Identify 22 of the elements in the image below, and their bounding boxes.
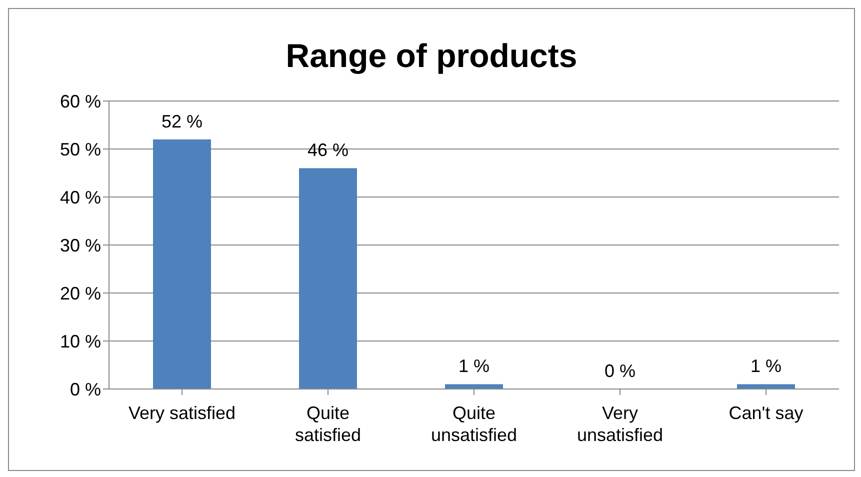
x-tick-label: Quite satisfied: [294, 403, 362, 445]
bar: [445, 384, 503, 389]
bar: [153, 139, 211, 389]
chart-title: Range of products: [284, 37, 578, 76]
bar: [737, 384, 795, 389]
data-label: 1 %: [750, 356, 782, 376]
y-tick-label: 40 %: [60, 187, 101, 208]
y-tick-label: 20 %: [60, 283, 101, 304]
data-label: 52 %: [161, 111, 203, 132]
bar: [299, 168, 357, 389]
y-tick-label: 0 %: [70, 379, 101, 400]
y-tick-label: 30 %: [60, 235, 101, 256]
x-tick-label: Can't say: [728, 403, 804, 423]
y-tick-label: 50 %: [60, 139, 101, 160]
y-tick-label: 60 %: [60, 91, 101, 112]
y-tick-label: 10 %: [60, 331, 101, 352]
x-tick-label: Very satisfied: [128, 403, 236, 423]
data-label: 46 %: [307, 140, 349, 160]
x-tick-label: Very unsatisfied: [576, 403, 664, 445]
x-tick-label: Quite unsatisfied: [430, 403, 518, 445]
data-label: 0 %: [604, 361, 636, 381]
data-label: 1 %: [458, 356, 490, 376]
